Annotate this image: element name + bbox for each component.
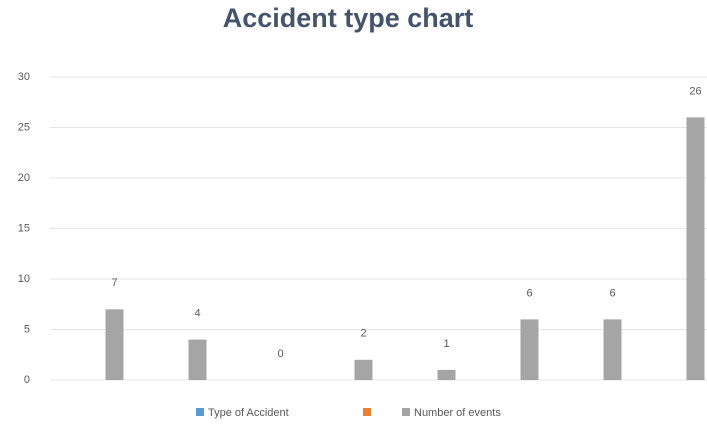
- y-tick-label: 5: [24, 323, 30, 335]
- bar: [437, 369, 456, 380]
- data-label: 6: [609, 287, 615, 299]
- chart-title: Accident type chart: [223, 3, 474, 33]
- y-tick-label: 30: [18, 71, 30, 83]
- bar: [354, 359, 373, 380]
- legend-label: Type of Accident: [208, 407, 289, 419]
- legend-swatch: [196, 408, 204, 416]
- data-label: 2: [360, 328, 366, 340]
- bar: [686, 117, 705, 381]
- data-label: 1: [443, 338, 449, 350]
- legend-label: Number of events: [414, 407, 501, 419]
- bar: [105, 309, 124, 380]
- data-label: 6: [526, 287, 532, 299]
- data-label: 0: [277, 348, 283, 360]
- bar: [603, 319, 622, 380]
- y-tick-label: 0: [24, 374, 30, 386]
- y-tick-label: 25: [18, 121, 30, 133]
- legend-swatch: [402, 408, 410, 416]
- data-label: 7: [111, 277, 117, 289]
- legend-swatch: [363, 408, 371, 416]
- bar: [520, 319, 539, 380]
- data-label: 26: [689, 85, 701, 97]
- y-tick-label: 10: [18, 273, 30, 285]
- y-tick-label: 20: [18, 172, 30, 184]
- data-label: 4: [194, 308, 200, 320]
- y-tick-label: 15: [18, 222, 30, 234]
- bar: [188, 339, 207, 380]
